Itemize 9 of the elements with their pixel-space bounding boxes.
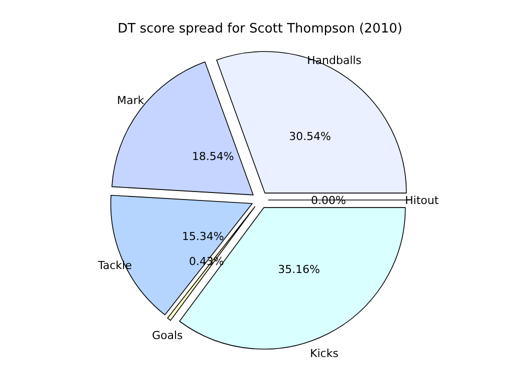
data-label: 18.54% [192, 150, 234, 163]
data-label: 30.54% [289, 130, 331, 143]
data-label: 15.34% [182, 230, 224, 243]
chart-title: DT score spread for Scott Thompson (2010) [118, 22, 402, 36]
category-label: Hitout [405, 194, 439, 207]
data-label: 35.16% [278, 263, 320, 276]
slice-label: Kicks [310, 347, 339, 360]
slice-label: Mark [117, 94, 145, 107]
slice-label: Goals [152, 329, 184, 342]
